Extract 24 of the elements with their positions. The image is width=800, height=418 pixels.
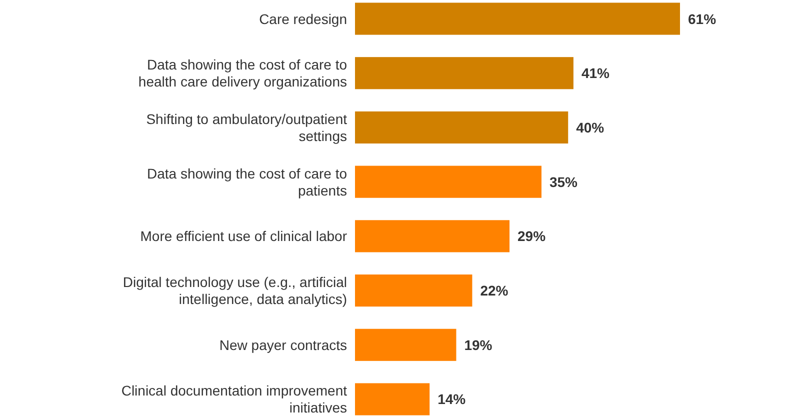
y-tick-label: Data showing the cost of care to health care delivery organizations	[138, 56, 348, 90]
data-label: 22%	[480, 282, 509, 299]
y-tick-label: Data showing the cost of care to patients	[147, 165, 348, 198]
bar	[355, 220, 510, 252]
bar	[355, 274, 472, 307]
bar	[355, 2, 680, 35]
data-label: 40%	[576, 119, 605, 136]
y-tick-label: New payer contracts	[219, 336, 347, 353]
data-label: 19%	[464, 336, 493, 353]
data-label: 14%	[438, 391, 466, 408]
data-label: 41%	[581, 65, 610, 82]
y-tick-label: Shifting to ambulatory/outpatient settings	[146, 110, 348, 144]
data-label: 35%	[549, 174, 578, 190]
bar	[355, 111, 568, 144]
y-tick-label: Clinical documentation improvement initiatives	[121, 382, 348, 416]
y-tick-label: Digital technology use (e.g., artificial intelligence, data analytics)	[122, 274, 347, 308]
data-label: 29%	[518, 228, 546, 244]
bar	[355, 328, 456, 361]
data-label: 61%	[688, 10, 717, 27]
bar	[355, 383, 430, 416]
bar	[355, 166, 542, 198]
bar	[355, 57, 574, 90]
y-tick-label: Care redesign	[259, 10, 347, 27]
y-tick-label: More efficient use of clinical labor	[140, 228, 348, 244]
